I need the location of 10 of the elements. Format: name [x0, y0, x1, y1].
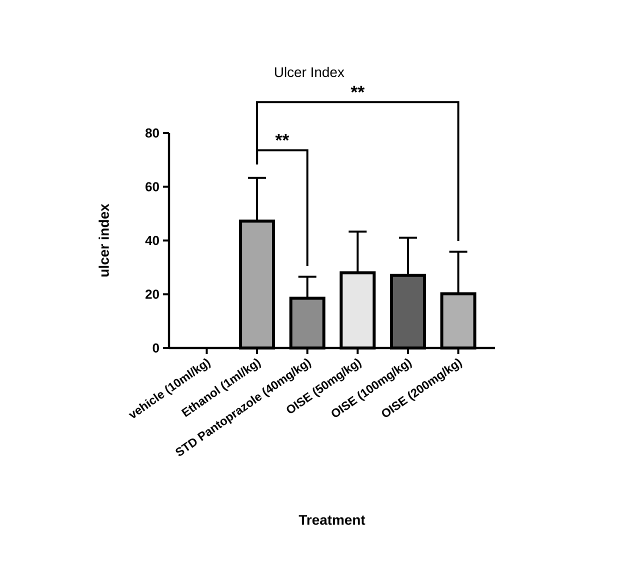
y-axis-title: ulcer index [98, 204, 109, 276]
y-tick-label: 60 [146, 182, 159, 192]
y-tick-label: 40 [145, 236, 159, 246]
x-axis-title: Treatment [298, 515, 366, 525]
text: ** [350, 86, 365, 93]
y-tick-label: 20 [146, 290, 159, 299]
y-tick-label: 0 [152, 343, 159, 353]
annotation: ** [275, 134, 290, 141]
y-tick-label: 80 [145, 128, 159, 138]
chart-title: Ulcer Index [274, 66, 344, 78]
